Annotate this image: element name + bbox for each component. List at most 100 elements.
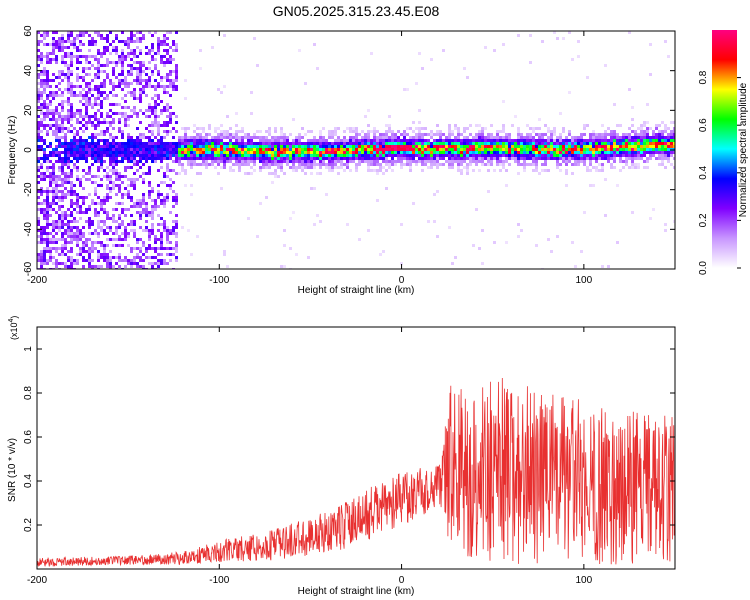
heatmap-cell (85, 58, 88, 61)
heatmap-cell (100, 82, 103, 85)
heatmap-cell (643, 130, 646, 133)
heatmap-cell (523, 160, 526, 163)
heatmap-cell (604, 154, 607, 157)
heatmap-cell (487, 157, 490, 160)
heatmap-cell (49, 166, 52, 169)
heatmap-cell (433, 139, 436, 142)
heatmap-cell (82, 124, 85, 127)
heatmap-cell (88, 148, 91, 151)
heatmap-cell (64, 238, 67, 241)
heatmap-cell (70, 142, 73, 145)
heatmap-cell (79, 178, 82, 181)
heatmap-cell (133, 61, 136, 64)
heatmap-cell (103, 52, 106, 55)
heatmap-cell (205, 154, 208, 157)
heatmap-cell (154, 148, 157, 151)
heatmap-cell (115, 169, 118, 172)
heatmap-cell (193, 124, 196, 127)
heatmap-cell (241, 154, 244, 157)
heatmap-cell (553, 154, 556, 157)
heatmap-cell (154, 124, 157, 127)
heatmap-cell (130, 136, 133, 139)
heatmap-cell (70, 91, 73, 94)
heatmap-cell (169, 94, 172, 97)
heatmap-cell (79, 253, 82, 256)
heatmap-cell (634, 154, 637, 157)
heatmap-cell (166, 115, 169, 118)
heatmap-cell (622, 154, 625, 157)
heatmap-cell (481, 148, 484, 151)
heatmap-cell (379, 163, 382, 166)
heatmap-cell (58, 169, 61, 172)
heatmap-cell (454, 136, 457, 139)
heatmap-cell (637, 151, 640, 154)
heatmap-cell (559, 151, 562, 154)
heatmap-cell (442, 151, 445, 154)
heatmap-cell (274, 157, 277, 160)
heatmap-cell (319, 220, 322, 223)
heatmap-cell (232, 145, 235, 148)
heatmap-cell (61, 55, 64, 58)
heatmap-cell (325, 139, 328, 142)
heatmap-cell (511, 145, 514, 148)
heatmap-cell (646, 142, 649, 145)
heatmap-cell (160, 40, 163, 43)
heatmap-cell (121, 79, 124, 82)
heatmap-cell (85, 91, 88, 94)
heatmap-cell (94, 127, 97, 130)
heatmap-cell (409, 145, 412, 148)
heatmap-cell (205, 142, 208, 145)
heatmap-cell (199, 133, 202, 136)
heatmap-cell (478, 139, 481, 142)
heatmap-cell (667, 139, 670, 142)
heatmap-cell (37, 43, 40, 46)
heatmap-cell (166, 103, 169, 106)
heatmap-cell (61, 232, 64, 235)
heatmap-cell (148, 172, 151, 175)
heatmap-cell (112, 163, 115, 166)
heatmap-cell (112, 85, 115, 88)
heatmap-cell (370, 52, 373, 55)
heatmap-cell (175, 145, 178, 148)
heatmap-cell (184, 139, 187, 142)
heatmap-cell (304, 133, 307, 136)
heatmap-cell (640, 148, 643, 151)
heatmap-cell (316, 139, 319, 142)
heatmap-cell (250, 112, 253, 115)
heatmap-cell (535, 244, 538, 247)
heatmap-cell (130, 49, 133, 52)
heatmap-cell (124, 193, 127, 196)
heatmap-cell (124, 175, 127, 178)
heatmap-cell (142, 244, 145, 247)
heatmap-cell (127, 235, 130, 238)
heatmap-cell (160, 61, 163, 64)
heatmap-cell (427, 166, 430, 169)
heatmap-cell (82, 265, 85, 268)
heatmap-cell (55, 232, 58, 235)
heatmap-cell (391, 157, 394, 160)
heatmap-cell (154, 160, 157, 163)
heatmap-cell (157, 238, 160, 241)
heatmap-cell (100, 55, 103, 58)
heatmap-cell (220, 124, 223, 127)
heatmap-cell (118, 112, 121, 115)
heatmap-cell (64, 115, 67, 118)
heatmap-cell (301, 169, 304, 172)
heatmap-cell (169, 70, 172, 73)
heatmap-cell (127, 184, 130, 187)
heatmap-cell (316, 157, 319, 160)
heatmap-cell (127, 55, 130, 58)
heatmap-cell (160, 241, 163, 244)
heatmap-cell (373, 151, 376, 154)
heatmap-cell (94, 151, 97, 154)
heatmap-cell (268, 127, 271, 130)
heatmap-cell (418, 139, 421, 142)
heatmap-cell (556, 235, 559, 238)
heatmap-cell (355, 130, 358, 133)
heatmap-cell (238, 169, 241, 172)
heatmap-cell (106, 34, 109, 37)
heatmap-cell (121, 181, 124, 184)
heatmap-cell (415, 151, 418, 154)
heatmap-cell (448, 151, 451, 154)
heatmap-cell (55, 58, 58, 61)
